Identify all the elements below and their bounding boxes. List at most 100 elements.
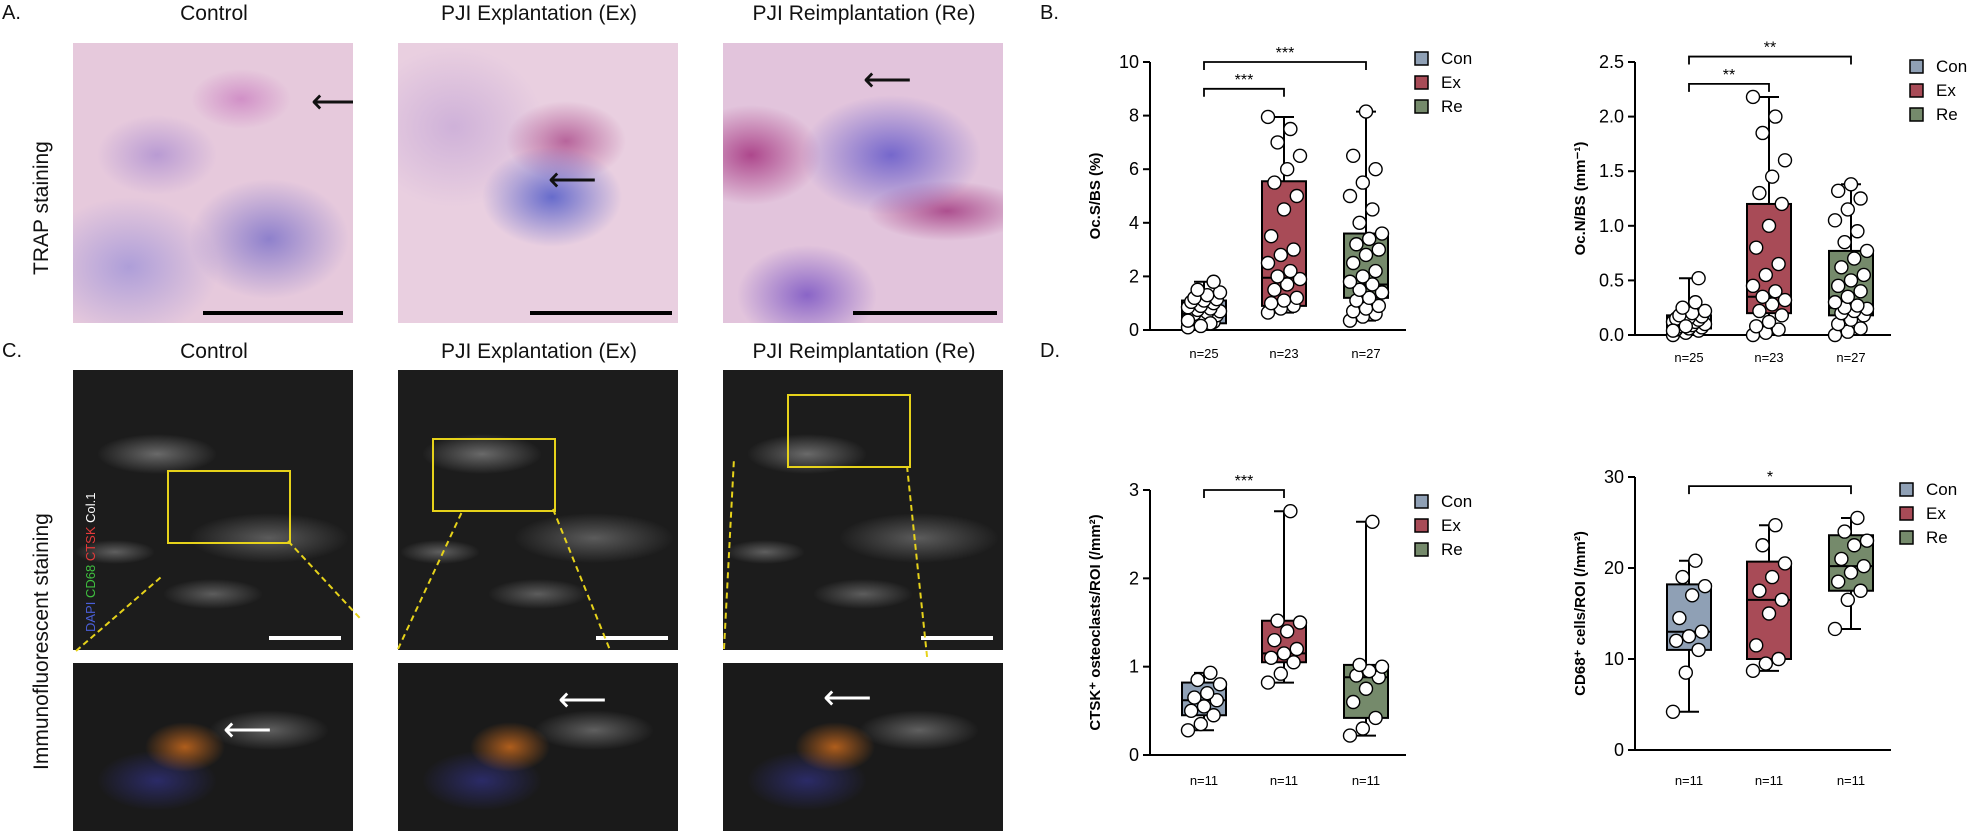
data-point xyxy=(1190,672,1205,688)
data-point xyxy=(1840,202,1855,217)
data-point xyxy=(1180,723,1196,738)
data-point xyxy=(1768,109,1783,124)
count-label: n=11 xyxy=(1837,773,1865,788)
data-point xyxy=(1374,659,1390,674)
data-point xyxy=(1292,271,1308,287)
data-point xyxy=(1847,251,1862,266)
data-point xyxy=(1745,89,1761,105)
data-point xyxy=(1362,231,1377,247)
data-point xyxy=(1752,303,1767,319)
arrow-icon: ⟵ xyxy=(548,161,597,199)
data-point xyxy=(1675,569,1690,585)
significance-bracket xyxy=(1688,55,1852,65)
data-point xyxy=(1270,613,1285,628)
data-point xyxy=(1260,109,1276,125)
channel-ctsk: CTSK xyxy=(83,526,98,562)
data-point xyxy=(1352,657,1367,673)
data-point xyxy=(1355,175,1370,190)
data-point xyxy=(1837,234,1852,250)
if-image-re xyxy=(723,370,1003,650)
y-tick-label: 0 xyxy=(1129,745,1139,765)
data-point xyxy=(1827,213,1843,228)
data-point xyxy=(1665,323,1681,338)
y-axis-label: Oc.S/BS (%) xyxy=(1087,153,1104,240)
data-point xyxy=(1342,728,1358,743)
data-point xyxy=(1368,161,1383,177)
panel-label-c: C. xyxy=(2,340,22,362)
data-point xyxy=(1853,191,1868,206)
panel-label-a: A. xyxy=(2,2,21,24)
data-point xyxy=(1774,196,1790,212)
if-zoom-ex: ⟵ xyxy=(398,663,678,831)
data-point xyxy=(1368,710,1383,726)
scale-bar xyxy=(203,311,343,315)
data-point xyxy=(1374,285,1390,300)
data-point xyxy=(1758,656,1774,671)
scale-bar xyxy=(530,311,672,315)
row-title-immunofluorescence: Immunofluorescent staining xyxy=(30,513,53,770)
data-point xyxy=(1286,655,1301,670)
data-point xyxy=(1771,322,1786,337)
if-image-control: DAPI CD68 CTSK Col.1 xyxy=(73,370,353,650)
count-label: n=11 xyxy=(1190,773,1218,788)
y-tick-label: 2 xyxy=(1129,568,1139,588)
data-point xyxy=(1774,308,1790,323)
scale-bar xyxy=(269,636,341,640)
significance-label: ** xyxy=(1764,40,1776,57)
data-point xyxy=(1209,693,1225,708)
data-point xyxy=(1748,638,1764,653)
arrow-icon: ⟵ xyxy=(558,681,607,719)
legend-label-ex: Ex xyxy=(1441,516,1461,535)
column-title-control-a: Control xyxy=(180,2,248,25)
legend-label-ex: Ex xyxy=(1441,73,1461,92)
data-point xyxy=(1203,665,1218,681)
legend-swatch-re xyxy=(1899,530,1914,545)
significance-bracket xyxy=(1203,61,1367,70)
data-point xyxy=(1267,632,1282,648)
data-point xyxy=(1279,161,1295,177)
column-title-ex-c: PJI Explantation (Ex) xyxy=(440,340,638,363)
data-point xyxy=(1777,292,1793,308)
legend-swatch-con xyxy=(1909,59,1924,74)
y-axis-label: Oc.N/BS (mm⁻¹) xyxy=(1572,142,1589,256)
data-point xyxy=(1831,278,1846,294)
y-tick-label: 4 xyxy=(1129,213,1139,233)
column-title-control-c: Control xyxy=(180,340,248,363)
data-point xyxy=(1831,574,1846,589)
y-tick-label: 1.0 xyxy=(1599,216,1624,236)
significance-bracket xyxy=(1203,87,1285,97)
data-point xyxy=(1840,289,1855,304)
data-point xyxy=(1843,565,1859,580)
legend-label-con: Con xyxy=(1936,57,1967,76)
data-point xyxy=(1270,269,1285,284)
data-point xyxy=(1289,641,1305,657)
y-tick-label: 2 xyxy=(1129,266,1139,286)
if-zoom-re: ⟵ xyxy=(723,663,1003,831)
data-point xyxy=(1697,303,1713,319)
count-label: n=23 xyxy=(1269,346,1298,361)
legend-swatch-re xyxy=(1909,107,1924,122)
arrow-icon: ⟵ xyxy=(863,61,912,99)
arrow-icon: ⟵ xyxy=(223,711,272,749)
data-point xyxy=(1834,260,1849,275)
data-point xyxy=(1837,524,1852,539)
trap-image-ex: ⟵ xyxy=(398,43,678,323)
data-point xyxy=(1856,267,1871,283)
data-point xyxy=(1196,699,1212,714)
data-point xyxy=(1752,185,1767,201)
data-point xyxy=(1771,651,1786,667)
data-point xyxy=(1761,606,1777,621)
data-point xyxy=(1187,690,1202,705)
data-point xyxy=(1276,646,1292,661)
data-point xyxy=(1688,295,1703,310)
column-title-re-a: PJI Reimplantation (Re) xyxy=(752,2,976,25)
scale-bar xyxy=(921,636,993,640)
significance-bracket xyxy=(1203,489,1285,498)
data-point xyxy=(1752,583,1767,598)
legend-swatch-ex xyxy=(1414,518,1429,533)
data-point xyxy=(1212,677,1228,692)
data-point xyxy=(1850,224,1865,239)
data-point xyxy=(1292,148,1308,164)
data-point xyxy=(1358,247,1374,263)
data-point xyxy=(1761,218,1777,234)
